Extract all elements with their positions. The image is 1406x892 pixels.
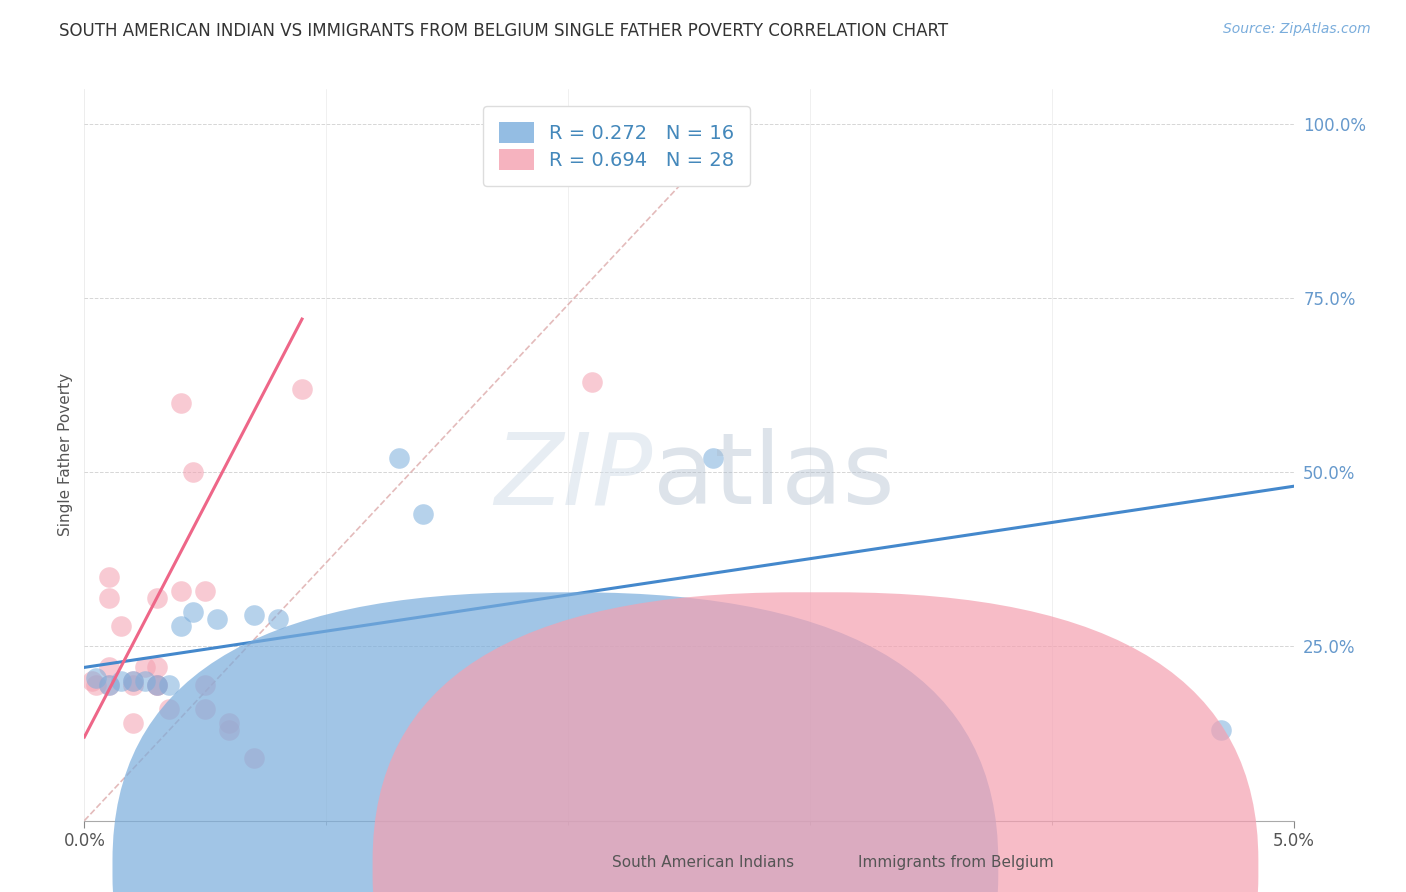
Legend: R = 0.272   N = 16, R = 0.694   N = 28: R = 0.272 N = 16, R = 0.694 N = 28 xyxy=(484,106,749,186)
Point xyxy=(86,671,108,685)
Point xyxy=(181,466,204,480)
Point xyxy=(97,678,120,692)
Point xyxy=(110,618,132,632)
Point xyxy=(242,608,264,623)
Point xyxy=(134,674,156,689)
Point xyxy=(121,674,143,689)
Text: SOUTH AMERICAN INDIAN VS IMMIGRANTS FROM BELGIUM SINGLE FATHER POVERTY CORRELATI: SOUTH AMERICAN INDIAN VS IMMIGRANTS FROM… xyxy=(59,22,948,40)
Point xyxy=(80,674,103,689)
Text: ZIP: ZIP xyxy=(495,428,652,525)
Point xyxy=(121,674,143,689)
Point xyxy=(218,723,240,737)
Point xyxy=(110,674,132,689)
Point xyxy=(170,618,193,632)
Point xyxy=(194,583,217,598)
Point xyxy=(194,678,217,692)
Point xyxy=(388,451,411,466)
Point xyxy=(146,660,169,674)
Point xyxy=(170,583,193,598)
Point xyxy=(194,702,217,716)
Point xyxy=(146,591,169,605)
Point xyxy=(97,570,120,584)
Point xyxy=(157,678,180,692)
Point xyxy=(157,702,180,716)
Point xyxy=(218,716,240,731)
Point xyxy=(207,612,229,626)
Point xyxy=(702,451,724,466)
Point xyxy=(412,507,434,521)
Point xyxy=(134,660,156,674)
Text: Immigrants from Belgium: Immigrants from Belgium xyxy=(858,855,1054,870)
Y-axis label: Single Father Poverty: Single Father Poverty xyxy=(58,374,73,536)
Point xyxy=(291,382,314,396)
Point xyxy=(267,612,290,626)
Point xyxy=(97,660,120,674)
Point xyxy=(146,678,169,692)
Text: Source: ZipAtlas.com: Source: ZipAtlas.com xyxy=(1223,22,1371,37)
Point xyxy=(97,591,120,605)
Point xyxy=(509,145,531,159)
Point xyxy=(121,716,143,731)
Point xyxy=(170,395,193,409)
Point xyxy=(581,375,603,389)
Point xyxy=(146,678,169,692)
Point xyxy=(121,678,143,692)
Point xyxy=(146,678,169,692)
Point xyxy=(242,751,264,765)
Point xyxy=(1209,723,1232,737)
Point xyxy=(97,678,120,692)
Text: atlas: atlas xyxy=(652,428,894,525)
Point xyxy=(86,678,108,692)
Text: South American Indians: South American Indians xyxy=(612,855,794,870)
Point xyxy=(181,605,204,619)
